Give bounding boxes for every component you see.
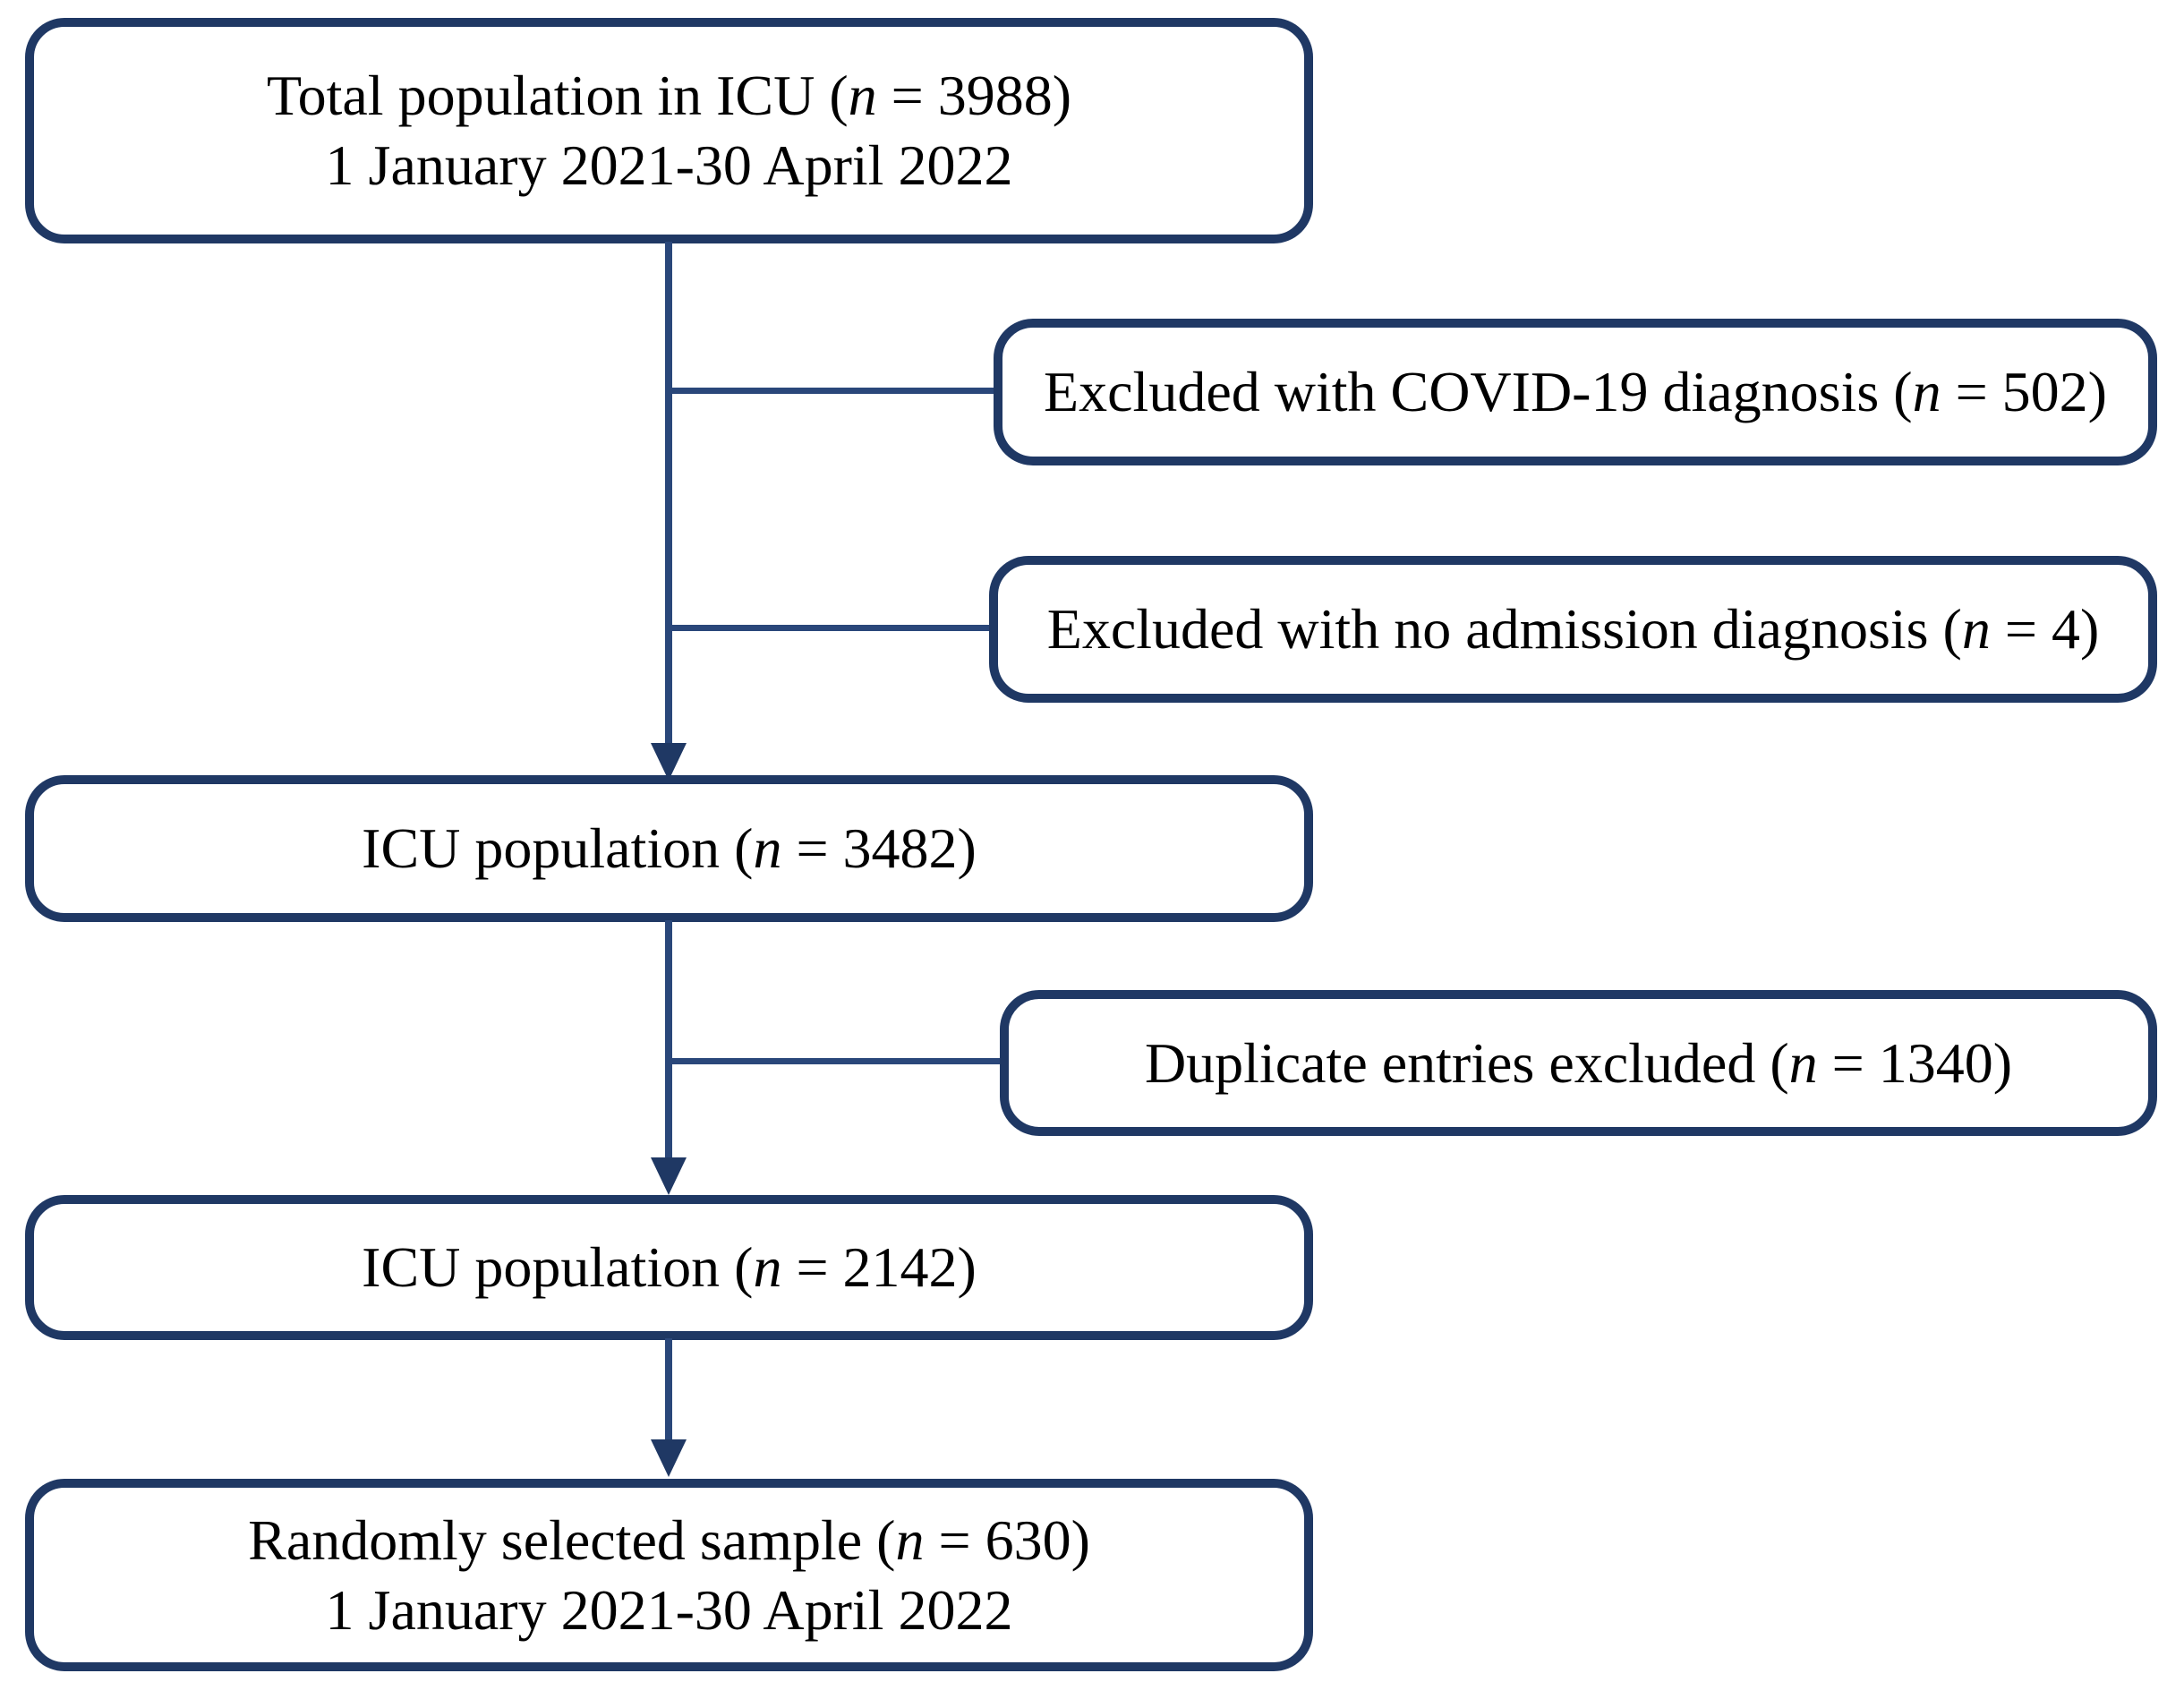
node-total-population: Total population in ICU (n = 3988) 1 Jan…	[25, 18, 1313, 243]
arrow-down-icon	[651, 743, 687, 781]
node-icu-population-2142-line1: ICU population (n = 2142)	[362, 1235, 977, 1299]
connector-vertical-1	[665, 242, 672, 747]
connector-vertical-3	[665, 1338, 672, 1443]
connector-vertical-2	[665, 920, 672, 1160]
node-duplicates-excluded-line1: Duplicate entries excluded (n = 1340)	[1144, 1030, 2013, 1095]
node-icu-population-2142: ICU population (n = 2142)	[25, 1195, 1313, 1340]
node-total-population-line1: Total population in ICU (n = 3988)	[266, 64, 1072, 127]
connector-branch-1	[669, 388, 997, 394]
node-random-sample: Randomly selected sample (n = 630) 1 Jan…	[25, 1479, 1313, 1671]
node-excluded-no-admission: Excluded with no admission diagnosis (n …	[989, 556, 2157, 703]
node-random-sample-line1: Randomly selected sample (n = 630)	[248, 1507, 1090, 1572]
arrow-down-icon	[651, 1157, 687, 1195]
node-icu-population-3482-line1: ICU population (n = 3482)	[362, 816, 977, 880]
node-duplicates-excluded: Duplicate entries excluded (n = 1340)	[1000, 990, 2157, 1136]
arrow-down-icon	[651, 1439, 687, 1477]
connector-branch-2	[669, 625, 993, 631]
node-icu-population-3482: ICU population (n = 3482)	[25, 775, 1313, 922]
node-excluded-no-admission-line1: Excluded with no admission diagnosis (n …	[1046, 597, 2100, 661]
connector-branch-3	[669, 1058, 1003, 1064]
node-excluded-covid-line1: Excluded with COVID-19 diagnosis (n = 50…	[1044, 360, 2107, 423]
node-random-sample-line2: 1 January 2021-30 April 2022	[325, 1577, 1013, 1642]
node-total-population-line2: 1 January 2021-30 April 2022	[325, 133, 1013, 197]
node-excluded-covid: Excluded with COVID-19 diagnosis (n = 50…	[994, 319, 2157, 465]
